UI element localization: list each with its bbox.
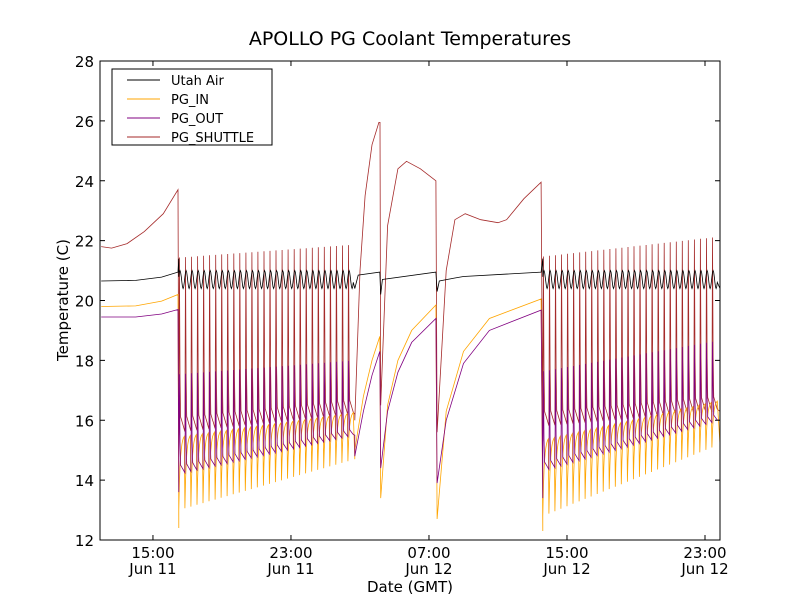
legend-label: PG_OUT xyxy=(171,112,223,127)
legend-label: PG_IN xyxy=(171,93,209,108)
legend-box xyxy=(111,68,273,146)
x-tick-time: 07:00 xyxy=(407,544,450,562)
x-tick-date: Jun 11 xyxy=(266,560,314,578)
chart-title: APOLLO PG Coolant Temperatures xyxy=(249,28,571,50)
x-axis-label: Date (GMT) xyxy=(367,578,453,596)
x-tick-time: 23:00 xyxy=(683,544,726,562)
y-axis-label: Temperature (C) xyxy=(54,239,72,362)
y-tick-label: 12 xyxy=(75,532,94,550)
y-tick-label: 26 xyxy=(75,113,94,131)
series-line-utah-air xyxy=(101,258,721,295)
y-tick-label: 28 xyxy=(75,53,94,71)
x-tick-date: Jun 12 xyxy=(680,560,728,578)
y-tick-label: 18 xyxy=(75,352,94,370)
x-tick-date: Jun 12 xyxy=(404,560,452,578)
x-tick-date: Jun 12 xyxy=(542,560,590,578)
legend: Utah Air PG_IN PG_OUT PG_SHUTTLE xyxy=(111,68,273,146)
series-line-pg-out xyxy=(101,308,721,499)
x-tick-date: Jun 11 xyxy=(128,560,176,578)
series-line-pg-in xyxy=(101,293,721,532)
series-layer xyxy=(101,122,721,532)
x-tick-time: 23:00 xyxy=(269,544,312,562)
y-tick-label: 16 xyxy=(75,412,94,430)
x-tick-time: 15:00 xyxy=(545,544,588,562)
legend-label: PG_SHUTTLE xyxy=(171,131,254,146)
y-tick-label: 14 xyxy=(75,472,94,490)
y-tick-label: 20 xyxy=(75,293,94,311)
x-tick-time: 15:00 xyxy=(131,544,174,562)
series-line-pg-shuttle xyxy=(101,122,721,442)
y-tick-label: 24 xyxy=(75,173,94,191)
y-tick-label: 22 xyxy=(75,233,94,251)
legend-label: Utah Air xyxy=(171,74,224,89)
